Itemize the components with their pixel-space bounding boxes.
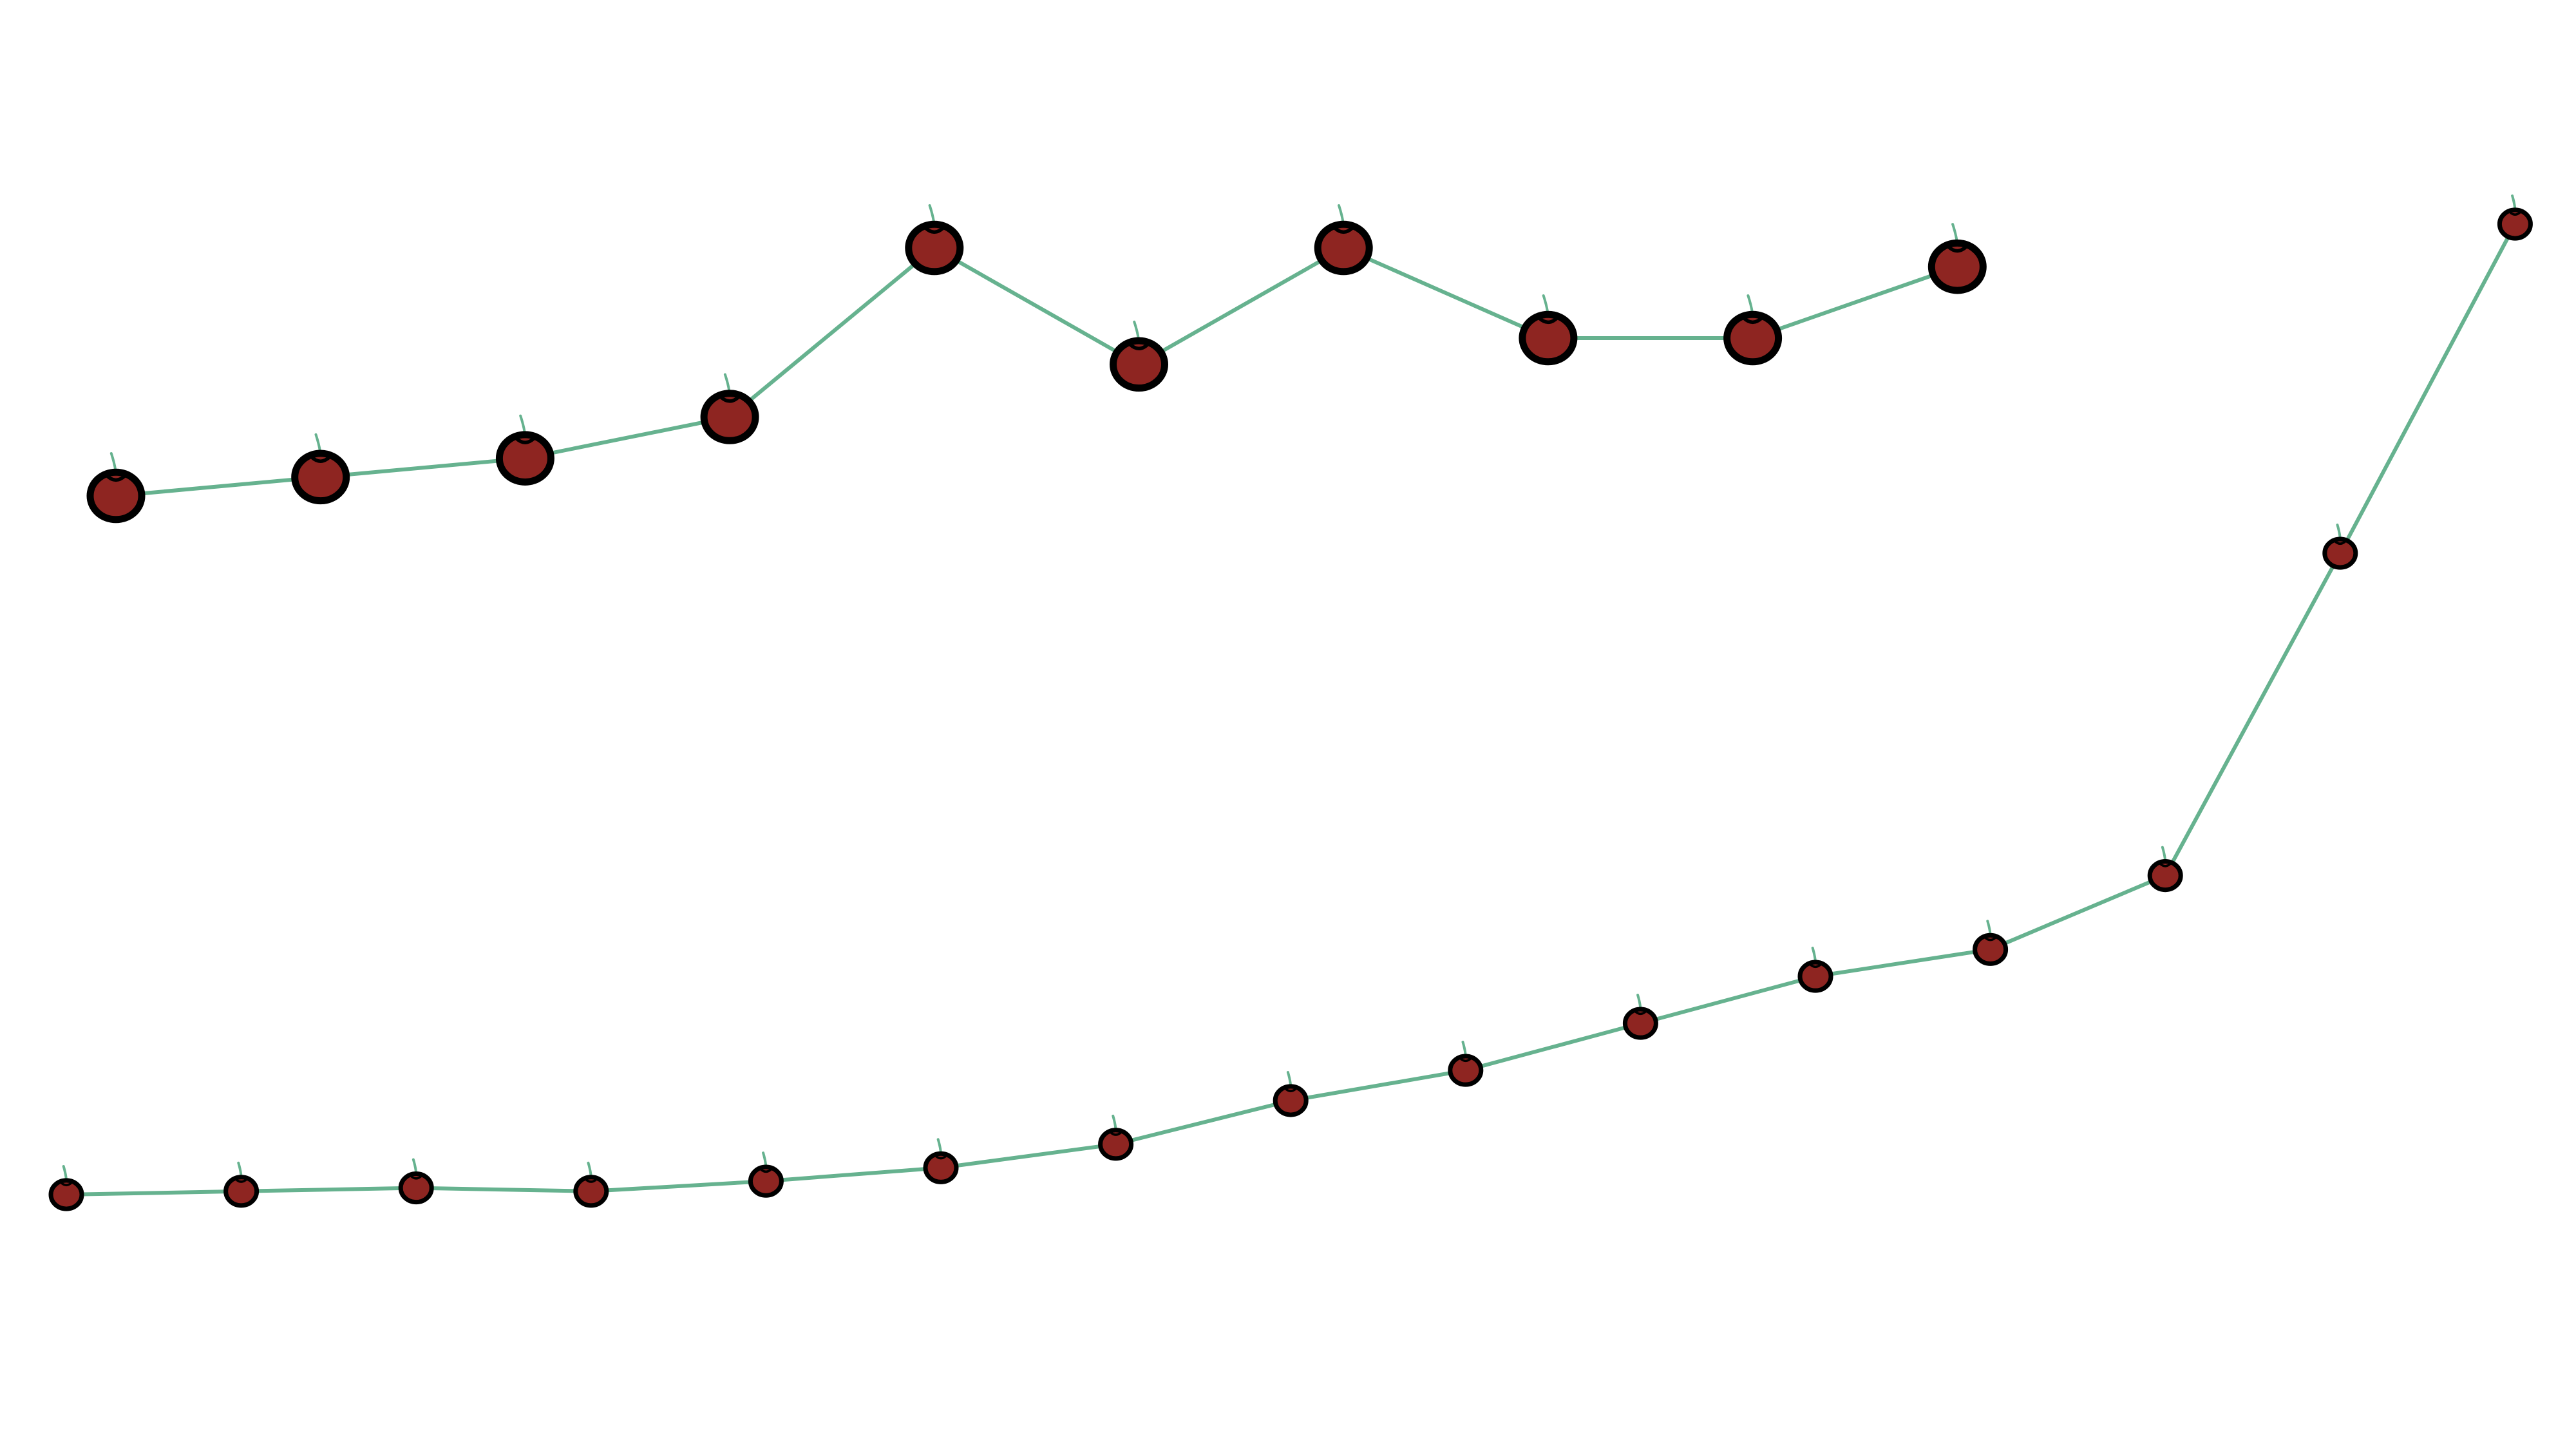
apple-point: [905, 204, 964, 276]
apple-marker: [748, 1164, 784, 1198]
apple-notch: [2508, 211, 2521, 216]
apple-notch: [1128, 343, 1150, 350]
apple-point: [2497, 194, 2533, 241]
apple-notch: [719, 395, 740, 403]
apple-notch: [310, 455, 331, 463]
apple-notch: [60, 1181, 73, 1186]
apple-point: [495, 414, 554, 486]
apple-notch: [1809, 963, 1822, 969]
apple-point: [1448, 1041, 1484, 1087]
apple-marker: [48, 1178, 84, 1211]
apple-point: [1098, 1114, 1134, 1161]
apple-point: [2322, 524, 2358, 570]
series-line: [64, 222, 2517, 1197]
apple-point: [2147, 846, 2183, 893]
apple-point: [1927, 223, 1987, 294]
apple-notch: [923, 226, 945, 234]
apple-marker: [2497, 207, 2533, 241]
apple-notch: [934, 1155, 947, 1160]
apple-point: [1797, 947, 1833, 993]
series-line: [114, 246, 1960, 498]
apple-marker: [2147, 859, 2183, 893]
apple-marker: [1723, 310, 1783, 366]
apple-marker: [291, 450, 350, 505]
apple-notch: [1538, 316, 1558, 325]
apple-point: [1273, 1070, 1309, 1117]
apple-marker: [1448, 1054, 1484, 1087]
apple-point: [1110, 320, 1168, 392]
apple-notch: [1634, 1010, 1647, 1016]
apple-notch: [1947, 245, 1968, 253]
apple-marker: [573, 1175, 609, 1208]
apple-marker: [1273, 1084, 1309, 1117]
apple-marker: [223, 1175, 260, 1208]
apple-notch: [1110, 1131, 1122, 1136]
apple-marker: [1927, 239, 1987, 294]
apple-marker: [2322, 536, 2358, 570]
apple-marker: [1973, 933, 2009, 966]
apple-marker: [1622, 1007, 1658, 1040]
apple-notch: [2159, 862, 2172, 867]
apple-point: [223, 1161, 260, 1208]
apple-point: [291, 433, 350, 505]
apple-point: [573, 1161, 609, 1208]
apple-notch: [585, 1178, 598, 1183]
apple-point: [1622, 994, 1658, 1040]
apple-point: [48, 1165, 84, 1211]
apple-point: [700, 373, 759, 444]
apple-notch: [1742, 316, 1763, 325]
apple-notch: [1284, 1087, 1297, 1092]
apple-marker: [1314, 220, 1373, 276]
apple-marker: [700, 390, 759, 444]
apple-notch: [2334, 540, 2347, 545]
apple-marker: [1797, 960, 1833, 993]
apple-point: [1519, 294, 1578, 366]
apple-notch: [1984, 936, 1997, 942]
chart-panel-bottom: [48, 194, 2533, 1211]
apple-notch: [1333, 226, 1354, 234]
apple-marker: [1098, 1128, 1134, 1161]
apple-notch: [106, 474, 126, 482]
apple-notch: [759, 1168, 772, 1173]
apple-marker: [1110, 337, 1168, 392]
chart-panel-top: [86, 204, 1987, 524]
apple-point: [923, 1138, 959, 1184]
apple-point: [1314, 204, 1373, 276]
apple-notch: [515, 437, 536, 444]
apple-marker: [495, 431, 554, 486]
apple-marker: [86, 468, 146, 524]
apple-marker: [398, 1171, 434, 1205]
apple-notch: [235, 1178, 248, 1183]
apple-marker: [923, 1151, 959, 1184]
apple-notch: [1459, 1057, 1472, 1063]
apple-point: [1723, 294, 1783, 366]
apple-point: [1973, 920, 2009, 966]
apple-marker: [905, 220, 964, 276]
apple-point: [398, 1158, 434, 1205]
apple-notch: [410, 1175, 422, 1180]
apple-point: [86, 452, 146, 524]
apple-marker: [1519, 310, 1578, 366]
apple-point: [748, 1151, 784, 1198]
